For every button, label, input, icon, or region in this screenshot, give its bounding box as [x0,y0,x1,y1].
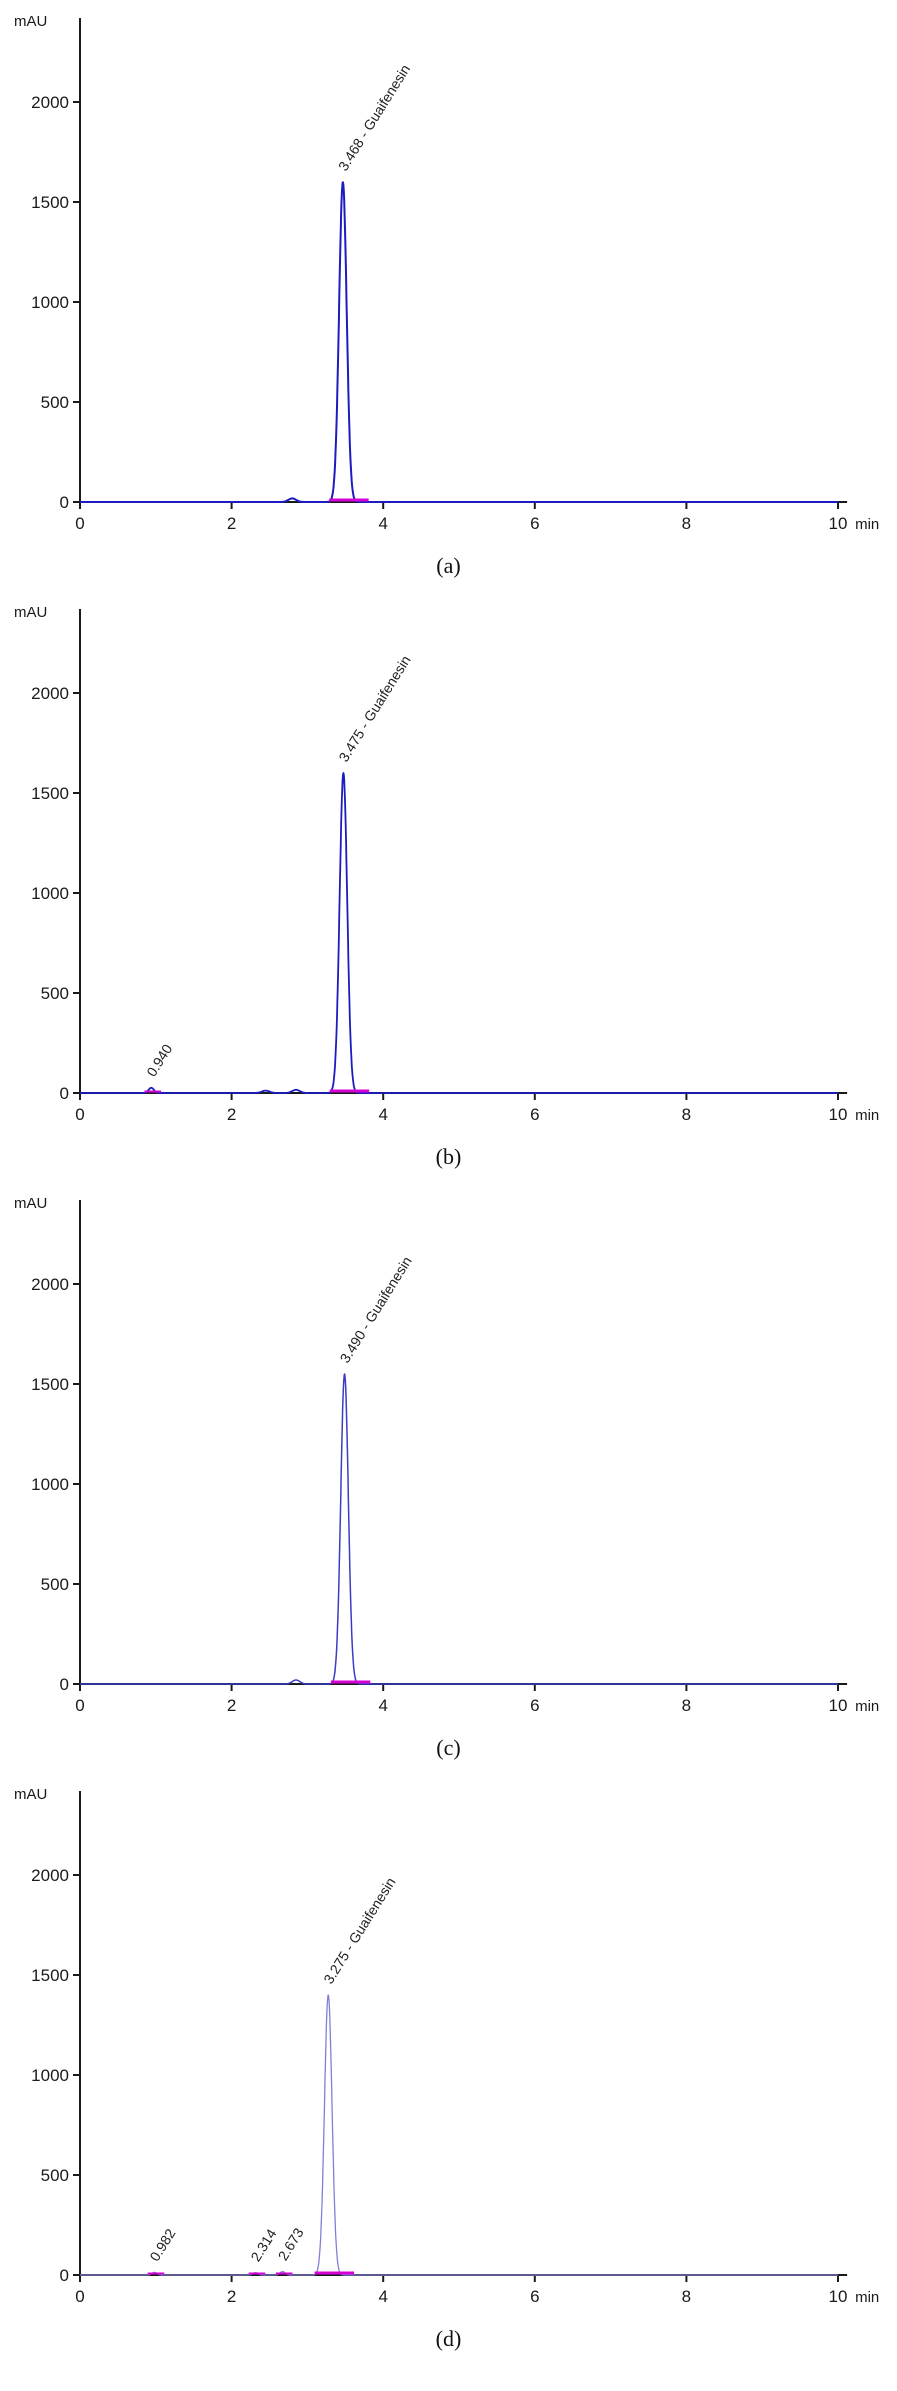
y-tick-label: 1500 [31,1375,69,1394]
y-tick-label: 2000 [31,684,69,703]
y-tick-label: 1000 [31,884,69,903]
peak-label: 0.982 [146,2226,178,2264]
x-tick-label: 8 [682,1105,691,1124]
x-tick-label: 4 [378,2287,387,2306]
y-tick-label: 500 [41,1575,69,1594]
x-tick-label: 10 [829,1696,848,1715]
x-tick-label: 6 [530,1696,539,1715]
x-tick-label: 2 [227,2287,236,2306]
y-tick-label: 1500 [31,193,69,212]
x-axis-unit-label: min [855,516,879,533]
panel-caption-d: (d) [435,2326,462,2351]
x-tick-label: 0 [75,514,84,533]
chromatogram-svg: 0 500 1000 1500 2000 0 2 4 6 8 10 mAU min 3.468 - Gua… [14,13,879,533]
x-tick-label: 2 [227,514,236,533]
y-tick-label: 2000 [31,93,69,112]
x-tick-label: 6 [530,1105,539,1124]
x-axis-unit-label: min [855,1107,879,1124]
x-tick-label: 8 [682,1696,691,1715]
x-tick-label: 0 [75,2287,84,2306]
chromatogram-chart-d: 0 500 1000 1500 2000 0 2 4 6 8 10 mAU min 0.982 2.314 2… [0,1775,897,2320]
peak-label: 3.490 - Guaifenesin [337,1253,415,1365]
x-axis-unit-label: min [855,2289,879,2306]
panel-caption-b: (b) [435,1144,462,1169]
x-tick-label: 10 [829,514,848,533]
x-tick-label: 6 [530,2287,539,2306]
chromatogram-panel-b: 0 500 1000 1500 2000 0 2 4 6 8 10 mAU min 0.940 3.475 … [0,591,897,1182]
y-tick-label: 500 [41,393,69,412]
x-tick-label: 8 [682,514,691,533]
y-tick-label: 1500 [31,784,69,803]
peak-label: 0.940 [143,1041,175,1079]
chromatogram-svg: 0 500 1000 1500 2000 0 2 4 6 8 10 mAU min 0.982 2.3142… [14,1786,879,2306]
peak-label: 2.314 [247,2226,279,2264]
chromatogram-svg: 0 500 1000 1500 2000 0 2 4 6 8 10 mAU min 0.940 3.475 … [14,604,879,1124]
x-tick-label: 6 [530,514,539,533]
x-tick-label: 2 [227,1696,236,1715]
chromatogram-trace [79,772,839,1094]
x-tick-label: 2 [227,1105,236,1124]
x-tick-label: 0 [75,1105,84,1124]
chromatogram-chart-c: 0 500 1000 1500 2000 0 2 4 6 8 10 mAU min 3.490 - Gua… [0,1184,897,1729]
chromatogram-panel-d: 0 500 1000 1500 2000 0 2 4 6 8 10 mAU min 0.982 2.314 2… [0,1773,897,2364]
y-tick-label: 1500 [31,1966,69,1985]
y-tick-label: 0 [60,1675,69,1694]
peak-label: 3.468 - Guaifenesin [335,61,413,173]
y-tick-label: 0 [60,493,69,512]
x-tick-label: 8 [682,2287,691,2306]
chromatogram-trace [79,181,839,503]
x-tick-label: 4 [378,1105,387,1124]
peak-label: 3.475 - Guaifenesin [335,652,413,764]
x-tick-label: 4 [378,1696,387,1715]
chromatogram-svg: 0 500 1000 1500 2000 0 2 4 6 8 10 mAU min 3.490 - Gua… [14,1195,879,1715]
y-tick-label: 1000 [31,293,69,312]
y-tick-label: 0 [60,2266,69,2285]
chromatogram-chart-b: 0 500 1000 1500 2000 0 2 4 6 8 10 mAU min 0.940 3.475 … [0,593,897,1138]
x-tick-label: 10 [829,2287,848,2306]
chromatogram-trace [79,1373,839,1685]
y-tick-label: 0 [60,1084,69,1103]
chromatogram-panel-a: 0 500 1000 1500 2000 0 2 4 6 8 10 mAU min 3.468 - Gua… [0,0,897,591]
y-tick-label: 1000 [31,2066,69,2085]
y-tick-label: 2000 [31,1866,69,1885]
y-axis-unit-label: mAU [14,13,47,30]
y-axis-unit-label: mAU [14,1195,47,1212]
y-axis-unit-label: mAU [14,604,47,621]
chromatogram-trace [79,1994,839,2276]
x-tick-label: 10 [829,1105,848,1124]
y-axis-unit-label: mAU [14,1786,47,1803]
y-tick-label: 500 [41,2166,69,2185]
panel-caption-c: (c) [436,1735,461,1760]
y-tick-label: 2000 [31,1275,69,1294]
chromatogram-panel-c: 0 500 1000 1500 2000 0 2 4 6 8 10 mAU min 3.490 - Gua… [0,1182,897,1773]
peak-label: 2.673 [275,2225,307,2263]
peak-label: 3.275 - Guaifenesin [320,1874,398,1986]
x-tick-label: 4 [378,514,387,533]
x-tick-label: 0 [75,1696,84,1715]
chromatogram-chart-a: 0 500 1000 1500 2000 0 2 4 6 8 10 mAU min 3.468 - Gua… [0,2,897,547]
panel-caption-a: (a) [436,553,461,578]
x-axis-unit-label: min [855,1698,879,1715]
y-tick-label: 500 [41,984,69,1003]
y-tick-label: 1000 [31,1475,69,1494]
